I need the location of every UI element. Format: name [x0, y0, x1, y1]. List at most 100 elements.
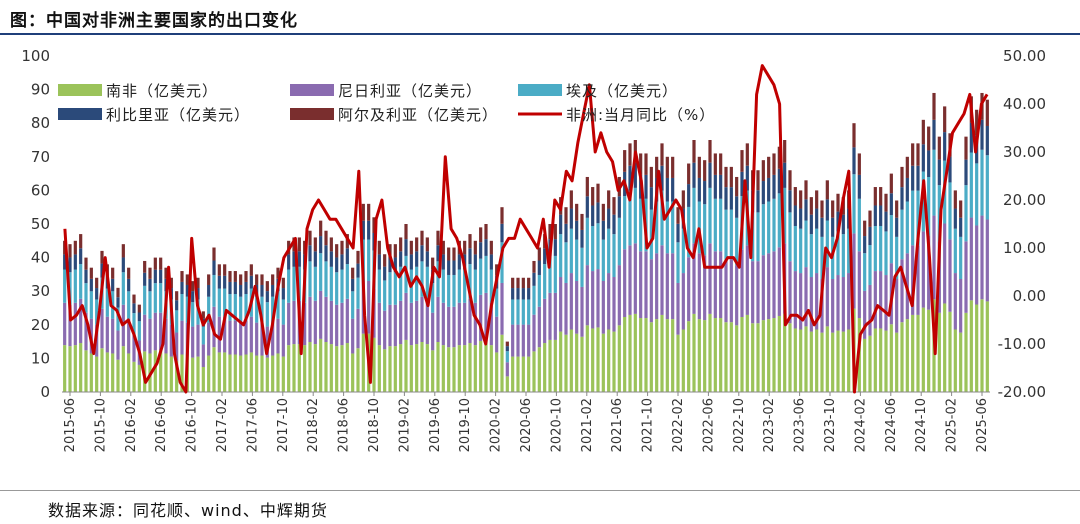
bar-segment-egypt [175, 310, 179, 333]
bar-segment-libya [815, 208, 819, 229]
bar-segment-libya [137, 312, 141, 322]
bar-segment-egypt [111, 291, 115, 319]
bar-segment-south-africa [639, 318, 643, 392]
bar-segment-libya [228, 281, 232, 295]
bar-segment-algeria [607, 190, 611, 209]
bar-segment-libya [969, 122, 973, 153]
bar-segment-south-africa [537, 347, 541, 392]
x-tick-label: 2015-06 [63, 398, 78, 452]
bar-segment-algeria [399, 237, 403, 252]
bar-segment-libya [591, 205, 595, 226]
bar-segment-algeria [767, 156, 771, 178]
bar-segment-egypt [63, 269, 67, 303]
bar-segment-south-africa [799, 329, 803, 392]
x-tick-label: 2018-10 [367, 398, 382, 452]
bar-segment-libya [393, 257, 397, 273]
bar-segment-libya [724, 187, 728, 210]
bar-segment-south-africa [543, 343, 547, 392]
bar-segment-south-africa [575, 333, 579, 392]
bar-segment-egypt [452, 274, 456, 307]
bar-segment-egypt [873, 225, 877, 272]
bar-segment-egypt [767, 201, 771, 254]
bar-segment-nigeria [388, 304, 392, 347]
bar-segment-nigeria [399, 300, 403, 345]
bar-segment-egypt [500, 242, 504, 283]
bar-segment-algeria [319, 220, 323, 237]
bar-segment-algeria [436, 230, 440, 246]
bar-segment-algeria [297, 237, 301, 252]
bar-segment-libya [633, 162, 637, 188]
bar-segment-egypt [724, 209, 728, 260]
legend-swatch-south-africa [58, 84, 102, 96]
bar-segment-egypt [793, 225, 797, 272]
bar-segment-algeria [863, 220, 867, 237]
x-tick-label: 2020-06 [519, 398, 534, 452]
bar-segment-algeria [500, 207, 504, 224]
bar-segment-egypt [681, 228, 685, 274]
bar-segment-egypt [607, 228, 611, 274]
x-tick-label: 2017-10 [276, 398, 291, 452]
bar-segment-libya [185, 284, 189, 297]
bar-segment-south-africa [564, 334, 568, 392]
source-rule [0, 490, 1080, 491]
bar-segment-nigeria [175, 332, 179, 361]
bar-segment-south-africa [68, 346, 72, 392]
bar-segment-algeria [777, 146, 781, 169]
bar-segment-algeria [164, 267, 168, 279]
x-tick-label: 2019-06 [428, 398, 443, 452]
bar-segment-libya [175, 300, 179, 311]
bar-segment-nigeria [383, 310, 387, 350]
bar-segment-south-africa [511, 356, 515, 392]
legend-label-nigeria: 尼日利亚（亿美元） [338, 82, 482, 100]
bar-segment-egypt [697, 201, 701, 254]
bar-segment-libya [527, 288, 531, 300]
bar-segment-egypt [148, 291, 152, 319]
bar-segment-nigeria [895, 279, 899, 333]
bar-segment-libya [383, 266, 387, 281]
bar-segment-algeria [489, 240, 493, 255]
bar-segment-south-africa [425, 344, 429, 392]
bar-segment-nigeria [265, 326, 269, 358]
bar-segment-algeria [100, 250, 104, 264]
bar-segment-libya [868, 226, 872, 246]
bar-segment-libya [500, 223, 504, 243]
bar-segment-egypt [217, 288, 221, 317]
bar-segment-libya [479, 242, 483, 259]
bar-segment-nigeria [665, 253, 669, 320]
bar-segment-libya [713, 174, 717, 199]
bar-segment-egypt [73, 269, 77, 303]
bar-segment-nigeria [511, 324, 515, 357]
bar-segment-libya [404, 239, 408, 256]
bar-segment-egypt [313, 266, 317, 301]
bar-segment-algeria [959, 200, 963, 218]
bar-segment-nigeria [201, 344, 205, 367]
bar-segment-libya [788, 190, 792, 213]
bar-segment-libya [143, 272, 147, 286]
bar-segment-nigeria [223, 316, 227, 353]
bar-segment-south-africa [212, 347, 216, 392]
bar-segment-south-africa [644, 318, 648, 392]
bar-segment-nigeria [329, 300, 333, 345]
x-tick-label: 2022-06 [701, 398, 716, 452]
bar-segment-nigeria [505, 362, 509, 377]
chart-title: 图：中国对非洲主要国家的出口变化 [10, 11, 298, 31]
bar-segment-libya [756, 190, 760, 213]
bar-segment-south-africa [127, 353, 131, 392]
bar-segment-nigeria [927, 235, 931, 310]
bar-segment-algeria [169, 277, 173, 289]
bar-segment-south-africa [825, 326, 829, 392]
bar-segment-libya [457, 254, 461, 270]
y-left-tick-label: 100 [21, 47, 50, 65]
bar-segment-algeria [185, 274, 189, 285]
bar-segment-south-africa [276, 353, 280, 392]
bar-segment-egypt [345, 264, 349, 299]
bar-segment-egypt [692, 187, 696, 244]
bar-segment-algeria [788, 170, 792, 191]
bar-segment-libya [79, 248, 83, 265]
bar-segment-libya [217, 275, 221, 289]
bar-segment-algeria [564, 207, 568, 224]
x-tick-label: 2024-10 [914, 398, 929, 452]
stacked-bars [63, 92, 989, 392]
bar-segment-south-africa [201, 367, 205, 392]
bar-segment-algeria [276, 267, 280, 279]
